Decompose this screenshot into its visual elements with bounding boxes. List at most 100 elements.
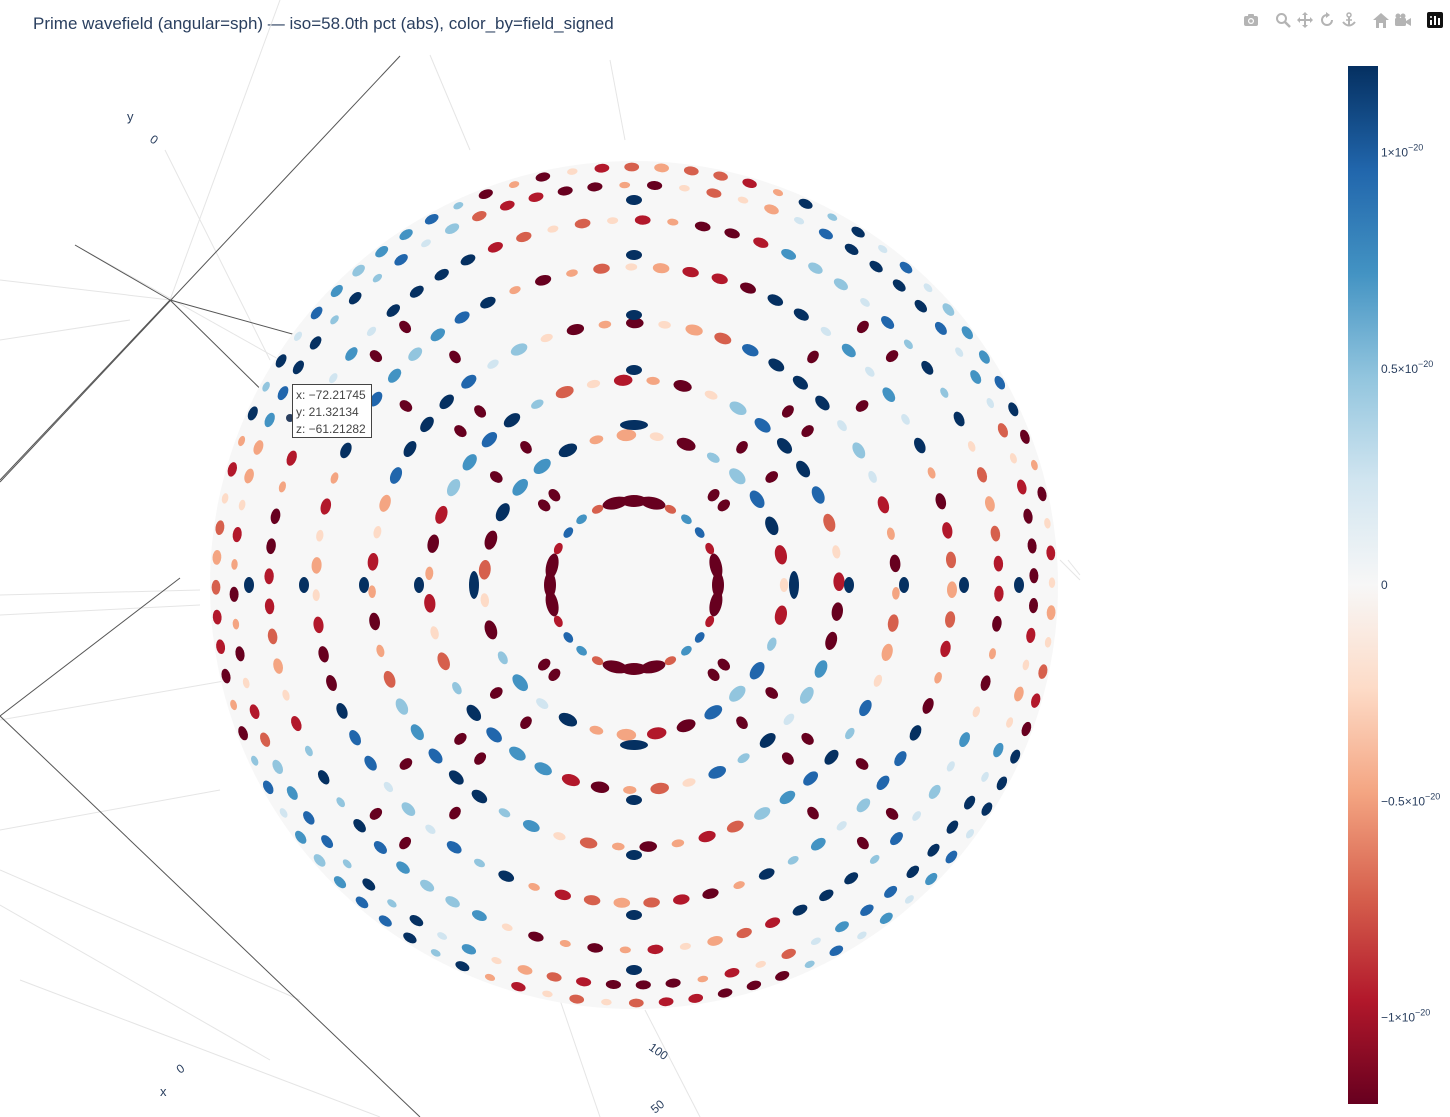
isosurface-patch <box>827 213 838 221</box>
isosurface-patch <box>535 172 551 182</box>
isosurface-patch <box>320 498 332 515</box>
isosurface-patch <box>801 732 814 745</box>
isosurface-patch <box>621 663 647 675</box>
reset-camera-last-save-icon[interactable] <box>1392 10 1414 30</box>
isosurface-patch <box>626 250 642 260</box>
isosurface-patch <box>682 778 696 787</box>
orbit-rotation-icon[interactable] <box>1316 10 1338 30</box>
isosurface-patch <box>373 841 387 854</box>
isosurface-patch <box>676 719 696 733</box>
isosurface-patch <box>389 467 403 484</box>
isosurface-patch <box>620 420 648 430</box>
isosurface-patch <box>557 186 573 196</box>
isosurface-patch <box>844 577 854 593</box>
isosurface-patch <box>658 997 674 1007</box>
colorbar-tick-label: −0.5×10−20 <box>1381 791 1440 808</box>
isosurface-patch <box>708 766 727 779</box>
isosurface-patch <box>801 425 814 438</box>
colorbar-tick-label: 1×10−20 <box>1381 143 1423 160</box>
isosurface-patch <box>554 889 571 901</box>
isosurface-patch <box>379 494 391 512</box>
isosurface-patch <box>376 644 385 658</box>
colorbar-tick-label: 0 <box>1381 578 1388 592</box>
isosurface-patch <box>781 248 797 260</box>
isosurface-patch <box>321 835 334 849</box>
plotly-logo-icon[interactable] <box>1424 10 1446 30</box>
isosurface-patch <box>330 284 343 298</box>
isosurface-patch <box>1006 717 1014 728</box>
isosurface-patch <box>495 503 510 522</box>
isosurface-patch <box>643 897 660 908</box>
isosurface-patch <box>681 645 692 656</box>
isosurface-patch <box>536 698 549 710</box>
isosurface-patch <box>1048 577 1056 588</box>
isosurface-patch <box>548 489 561 502</box>
isosurface-patch <box>665 978 681 988</box>
isosurface-patch <box>538 658 551 671</box>
isosurface-patch <box>997 423 1008 438</box>
isosurface-patch <box>925 872 938 886</box>
isosurface-sphere[interactable] <box>210 161 1058 1009</box>
isosurface-patch <box>264 412 275 428</box>
isosurface-patch <box>238 499 246 511</box>
isosurface-patch <box>616 728 637 741</box>
isosurface-patch <box>811 486 825 504</box>
isosurface-patch <box>733 881 745 890</box>
isosurface-patch <box>619 181 631 189</box>
isosurface-patch <box>664 504 677 514</box>
isosurface-patch <box>755 960 766 968</box>
isosurface-patch <box>304 745 313 757</box>
turntable-rotation-icon[interactable] <box>1338 10 1360 30</box>
isosurface-patch <box>576 514 587 525</box>
isosurface-patch <box>810 837 826 851</box>
zoom-icon[interactable] <box>1272 10 1294 30</box>
isosurface-patch <box>545 553 559 580</box>
isosurface-patch <box>501 923 513 932</box>
isosurface-patch <box>291 716 302 732</box>
y-axis-tick-label: 0 <box>147 132 161 147</box>
isosurface-patch <box>781 405 794 418</box>
isosurface-patch <box>435 505 448 524</box>
isosurface-patch <box>959 732 971 748</box>
pan-icon[interactable] <box>1294 10 1316 30</box>
isosurface-patch <box>1020 429 1030 444</box>
isosurface-patch <box>972 706 981 718</box>
isosurface-patch <box>544 572 556 598</box>
isosurface-patch <box>421 239 431 248</box>
isosurface-patch <box>803 771 819 786</box>
isosurface-patch <box>509 746 526 761</box>
isosurface-patch <box>673 380 692 392</box>
isosurface-patch <box>425 824 436 834</box>
isosurface-patch <box>349 730 362 746</box>
isosurface-patch <box>706 188 722 198</box>
isosurface-patch <box>855 400 869 412</box>
isosurface-patch <box>605 979 621 990</box>
isosurface-patch <box>367 553 379 571</box>
isosurface-patch <box>970 370 982 384</box>
isosurface-patch <box>856 798 871 813</box>
isosurface-patch <box>1044 518 1051 529</box>
isosurface-patch <box>369 807 383 820</box>
isosurface-patch <box>587 182 603 192</box>
isosurface-patch <box>353 819 366 833</box>
isosurface-patch <box>726 820 744 833</box>
isosurface-patch <box>598 320 612 329</box>
reset-camera-icon[interactable] <box>1370 10 1392 30</box>
isosurface-patch <box>635 980 651 990</box>
isosurface-patch <box>717 499 730 512</box>
isosurface-patch <box>486 727 502 743</box>
camera-icon[interactable] <box>1240 10 1262 30</box>
isosurface-patch <box>428 748 443 764</box>
axis-line <box>0 299 171 481</box>
isosurface-patch <box>366 326 377 337</box>
axis-line <box>0 55 401 483</box>
isosurface-patch <box>876 775 890 791</box>
isosurface-patch <box>484 973 496 981</box>
isosurface-patch <box>886 527 895 540</box>
isosurface-patch <box>705 542 715 555</box>
isosurface-patch <box>996 776 1008 791</box>
isosurface-patch <box>959 577 969 593</box>
isosurface-patch <box>454 732 467 745</box>
isosurface-patch <box>626 965 642 975</box>
